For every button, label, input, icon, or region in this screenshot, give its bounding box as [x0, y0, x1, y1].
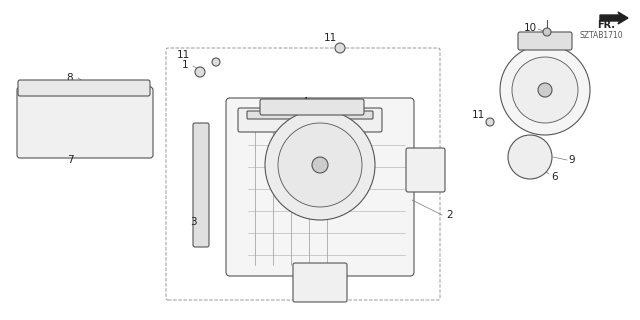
FancyBboxPatch shape [17, 87, 153, 158]
Text: 7: 7 [67, 155, 74, 165]
Text: 1 up: 1 up [32, 85, 48, 91]
FancyBboxPatch shape [293, 263, 347, 302]
FancyBboxPatch shape [518, 32, 572, 50]
Circle shape [486, 118, 494, 126]
Circle shape [278, 123, 362, 207]
Text: SZTAB1710: SZTAB1710 [579, 30, 623, 39]
Circle shape [512, 57, 578, 123]
FancyBboxPatch shape [247, 111, 373, 119]
Polygon shape [600, 12, 628, 24]
Text: 11: 11 [472, 110, 484, 120]
Circle shape [212, 58, 220, 66]
Circle shape [335, 43, 345, 53]
Text: 10: 10 [524, 23, 536, 33]
FancyBboxPatch shape [406, 148, 445, 192]
Text: FR.: FR. [597, 20, 615, 30]
Text: 6: 6 [552, 172, 558, 182]
Text: 3: 3 [189, 217, 196, 227]
Circle shape [500, 45, 590, 135]
Circle shape [195, 67, 205, 77]
Text: 11: 11 [323, 33, 337, 43]
Circle shape [508, 135, 552, 179]
Circle shape [312, 157, 328, 173]
Text: 1: 1 [182, 60, 188, 70]
Circle shape [543, 28, 551, 36]
Text: 2: 2 [447, 210, 453, 220]
FancyBboxPatch shape [260, 99, 364, 115]
Text: 11: 11 [177, 50, 189, 60]
Circle shape [265, 110, 375, 220]
Text: 8: 8 [67, 73, 74, 83]
Text: 4: 4 [301, 97, 308, 107]
Circle shape [538, 83, 552, 97]
Text: 9: 9 [569, 155, 575, 165]
FancyBboxPatch shape [18, 80, 150, 96]
FancyBboxPatch shape [193, 123, 209, 247]
Text: 5: 5 [509, 93, 516, 103]
FancyBboxPatch shape [238, 108, 382, 132]
FancyBboxPatch shape [226, 98, 414, 276]
